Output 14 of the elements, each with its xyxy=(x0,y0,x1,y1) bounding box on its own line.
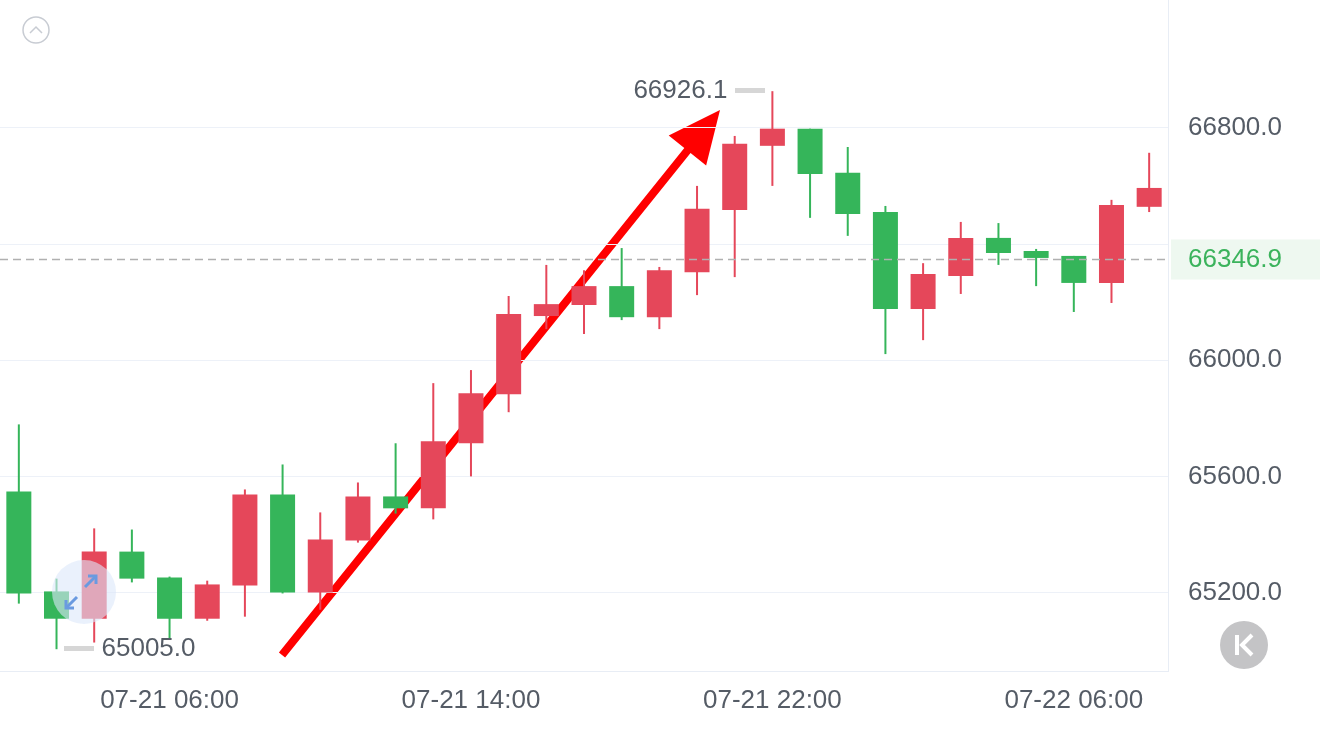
x-tick-label: 07-21 14:00 xyxy=(401,683,541,714)
x-tick-label: 07-22 06:00 xyxy=(1004,683,1144,714)
annotation: 66926.1 xyxy=(633,74,728,105)
y-tick-label: 65600.0 xyxy=(1188,459,1282,490)
x-tick-label: 07-21 22:00 xyxy=(702,683,842,714)
candlestick xyxy=(533,263,559,331)
x-tick-label: 07-21 06:00 xyxy=(100,683,239,714)
candlestick xyxy=(1023,247,1049,288)
candlestick xyxy=(383,442,409,515)
annotation: 65005.0 xyxy=(101,632,196,663)
ref-line-label: 66346.9 xyxy=(1188,242,1282,273)
y-tick-label: 66000.0 xyxy=(1188,343,1282,374)
y-tick-label: 66800.0 xyxy=(1188,110,1282,141)
y-tick-label: 65200.0 xyxy=(1188,575,1282,606)
